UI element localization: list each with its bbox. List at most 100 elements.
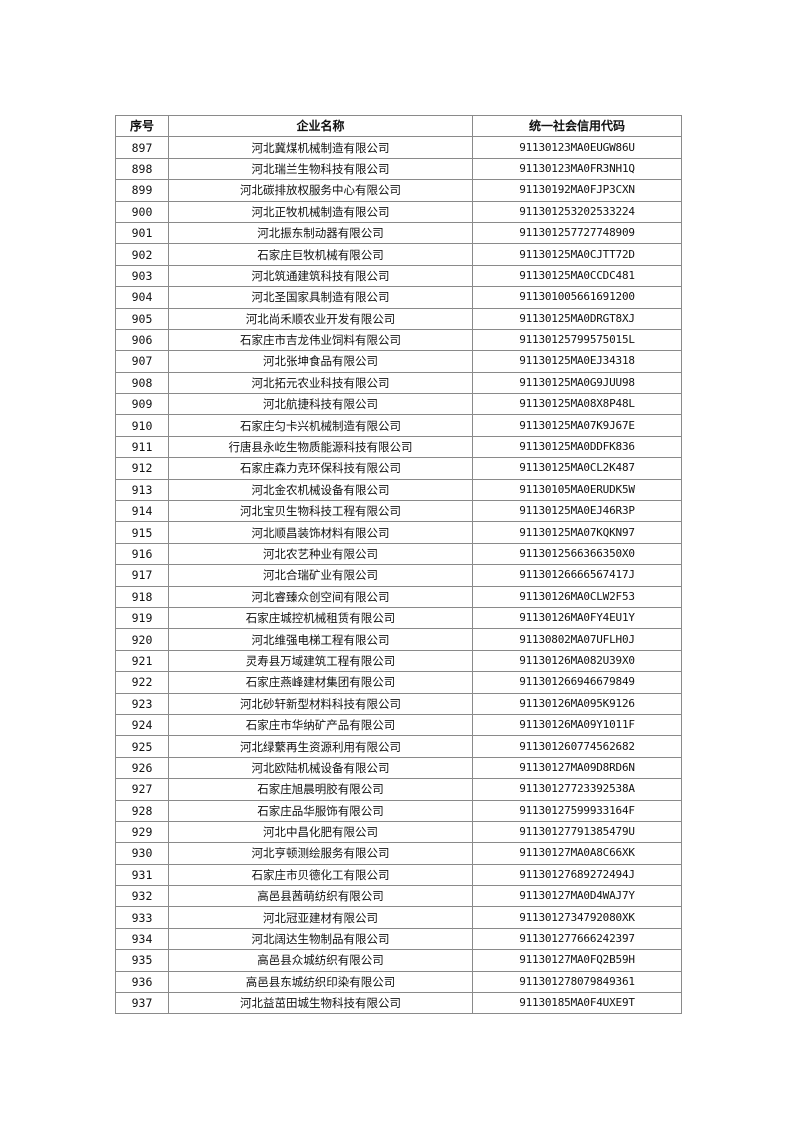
table-row: 936 高邑县东城纺织印染有限公司 911301278079849361: [115, 970, 682, 994]
credit-code-cell: 91130125MA07K9J67E: [472, 414, 682, 437]
credit-code-cell: 91130126MA09Y1011F: [472, 713, 682, 737]
index-cell: 902: [115, 243, 169, 266]
credit-code-cell: 91130125MA07KQKN97: [472, 521, 682, 544]
credit-code-cell: 91130185MA0F4UXE9T: [472, 992, 682, 1015]
index-cell: 904: [115, 286, 169, 309]
company-name-cell: 行唐县永屹生物质能源科技有限公司: [168, 435, 473, 459]
table-row: 921 灵寿县万域建筑工程有限公司 91130126MA082U39X0: [115, 649, 682, 673]
table-header-row: 序号 企业名称 统一社会信用代码: [115, 114, 682, 138]
index-cell: 923: [115, 692, 169, 715]
index-cell: 927: [115, 778, 169, 801]
credit-code-cell: 911301278079849361: [472, 970, 682, 994]
index-cell: 911: [115, 435, 169, 459]
table-row: 932 高邑县茜萌纺织有限公司 91130127MA0D4WAJ7Y: [115, 885, 682, 908]
index-cell: 899: [115, 179, 169, 202]
table-row: 904 河北圣国家具制造有限公司 911301005661691200: [115, 286, 682, 309]
index-cell: 926: [115, 756, 169, 780]
index-cell: 934: [115, 927, 169, 951]
company-name-cell: 河北尚禾顺农业开发有限公司: [168, 307, 473, 330]
company-name-cell: 河北砂轩新型材料科技有限公司: [168, 692, 473, 715]
table-row: 903 河北筑通建筑科技有限公司 91130125MA0CCDC481: [115, 264, 682, 288]
header-index: 序号: [115, 114, 169, 138]
company-name-cell: 河北圣国家具制造有限公司: [168, 286, 473, 309]
table-row: 908 河北拓元农业科技有限公司 91130125MA0G9JUU98: [115, 371, 682, 395]
index-cell: 898: [115, 157, 169, 181]
index-cell: 915: [115, 521, 169, 544]
index-cell: 928: [115, 799, 169, 822]
credit-code-cell: 91130125MA0CCDC481: [472, 264, 682, 288]
credit-code-cell: 91130192MA0FJP3CXN: [472, 179, 682, 202]
company-name-cell: 河北碳排放权服务中心有限公司: [168, 179, 473, 202]
header-credit-code: 统一社会信用代码: [472, 114, 682, 138]
company-name-cell: 高邑县东城纺织印染有限公司: [168, 970, 473, 994]
credit-code-cell: 91130126MA0CLW2F53: [472, 585, 682, 608]
company-name-cell: 石家庄匀卡兴机械制造有限公司: [168, 414, 473, 437]
table-row: 909 河北航捷科技有限公司 91130125MA08X8P48L: [115, 393, 682, 416]
credit-code-cell: 91130123MA0EUGW86U: [472, 136, 682, 159]
table-row: 916 河北农艺种业有限公司 91130125663663​50X0: [115, 542, 682, 566]
credit-code-cell: 91130125MA0EJ46R3P: [472, 500, 682, 523]
table-row: 911 行唐县永屹生物质能源科技有限公司 91130125MA0DDFK836: [115, 435, 682, 459]
table-row: 910 石家庄匀卡兴机械制造有限公司 91130125MA07K9J67E: [115, 414, 682, 437]
index-cell: 935: [115, 949, 169, 972]
index-cell: 925: [115, 735, 169, 758]
index-cell: 929: [115, 820, 169, 844]
index-cell: 903: [115, 264, 169, 288]
table-row: 924 石家庄市华纳矿产品有限公司 91130126MA09Y1011F: [115, 713, 682, 737]
table-row: 919 石家庄城控机械租赁有限公司 91130126MA0FY4EU1Y: [115, 606, 682, 630]
index-cell: 909: [115, 393, 169, 416]
credit-code-cell: 91130126MA082U39X0: [472, 649, 682, 673]
credit-code-cell: 911301260774562682: [472, 735, 682, 758]
company-name-cell: 石家庄燕峰建材集团有限公司: [168, 671, 473, 694]
company-name-cell: 石家庄品华服饰有限公司: [168, 799, 473, 822]
table-body: 897 河北冀煤机械制造有限公司 91130123MA0EUGW86U 898 河北瑞兰…: [115, 136, 682, 1015]
credit-code-cell: 91130127MA09D8RD6N: [472, 756, 682, 780]
company-name-cell: 河北冠亚建材有限公司: [168, 906, 473, 929]
table-row: 905 河北尚禾顺农业开发有限公司 91130125MA0DRGT8XJ: [115, 307, 682, 330]
table-row: 902 石家庄巨牧机械有限公司 91130125MA0CJTT72D: [115, 243, 682, 266]
index-cell: 919: [115, 606, 169, 630]
credit-code-cell: 91130127MA0FQ2B59H: [472, 949, 682, 972]
table-row: 928 石家庄品华服饰有限公司 91130127599933164F: [115, 799, 682, 822]
index-cell: 930: [115, 842, 169, 865]
credit-code-cell: 91130126666567417J: [472, 564, 682, 587]
table-row: 900 河北正牧机械制造有限公司 911301253202533224: [115, 200, 682, 223]
credit-code-cell: 91130802MA07UFLH0J: [472, 628, 682, 651]
credit-code-cell: 91130127MA0A8C66XK: [472, 842, 682, 865]
company-name-cell: 河北拓元农业科技有限公司: [168, 371, 473, 395]
company-name-cell: 石家庄森力克环保科技有限公司: [168, 457, 473, 480]
credit-code-cell: 91130127MA0D4WAJ7Y: [472, 885, 682, 908]
index-cell: 910: [115, 414, 169, 437]
table-row: 898 河北瑞兰生物科技有限公司 91130123MA0FR3NH1Q: [115, 157, 682, 181]
index-cell: 897: [115, 136, 169, 159]
table-row: 934 河北阔达生物制品有限公司 911301277666242397: [115, 927, 682, 951]
company-name-cell: 河北阔达生物制品有限公司: [168, 927, 473, 951]
table-row: 901 河北振东制动器有限公司 911301257727748909: [115, 221, 682, 245]
credit-code-cell: 911301257727748909: [472, 221, 682, 245]
table-row: 927 石家庄旭晨明胶有限公司 91130127723392538A: [115, 778, 682, 801]
credit-code-cell: 91130125MA0CJTT72D: [472, 243, 682, 266]
company-name-cell: 河北合瑞矿业有限公司: [168, 564, 473, 587]
table-row: 907 河北张坤食品有限公司 91130125MA0EJ34318: [115, 350, 682, 373]
credit-code-cell: 91130125663663​50X0: [472, 542, 682, 566]
company-name-cell: 河北筑通建筑科技有限公司: [168, 264, 473, 288]
company-name-cell: 河北顺昌装饰材料有限公司: [168, 521, 473, 544]
table-row: 922 石家庄燕峰建材集团有限公司 911301266946679849: [115, 671, 682, 694]
company-name-cell: 河北维强电梯工程有限公司: [168, 628, 473, 651]
index-cell: 908: [115, 371, 169, 395]
index-cell: 921: [115, 649, 169, 673]
index-cell: 912: [115, 457, 169, 480]
header-company-name: 企业名称: [168, 114, 473, 138]
company-name-cell: 河北绿蘩再生资源利用有限公司: [168, 735, 473, 758]
table-row: 929 河北中昌化肥有限公司 91130127791385479U: [115, 820, 682, 844]
company-name-cell: 河北睿臻众创空间有限公司: [168, 585, 473, 608]
credit-code-cell: 91130125MA0CL2K487: [472, 457, 682, 480]
table-row: 914 河北宝贝生物科技工程有限公司 91130125MA0EJ46R3P: [115, 500, 682, 523]
index-cell: 914: [115, 500, 169, 523]
index-cell: 918: [115, 585, 169, 608]
enterprise-table: 序号 企业名称 统一社会信用代码 897 河北冀煤机械制造有限公司 91130123…: [115, 114, 682, 1015]
company-name-cell: 高邑县茜萌纺织有限公司: [168, 885, 473, 908]
company-name-cell: 河北张坤食品有限公司: [168, 350, 473, 373]
index-cell: 901: [115, 221, 169, 245]
company-name-cell: 河北冀煤机械制造有限公司: [168, 136, 473, 159]
